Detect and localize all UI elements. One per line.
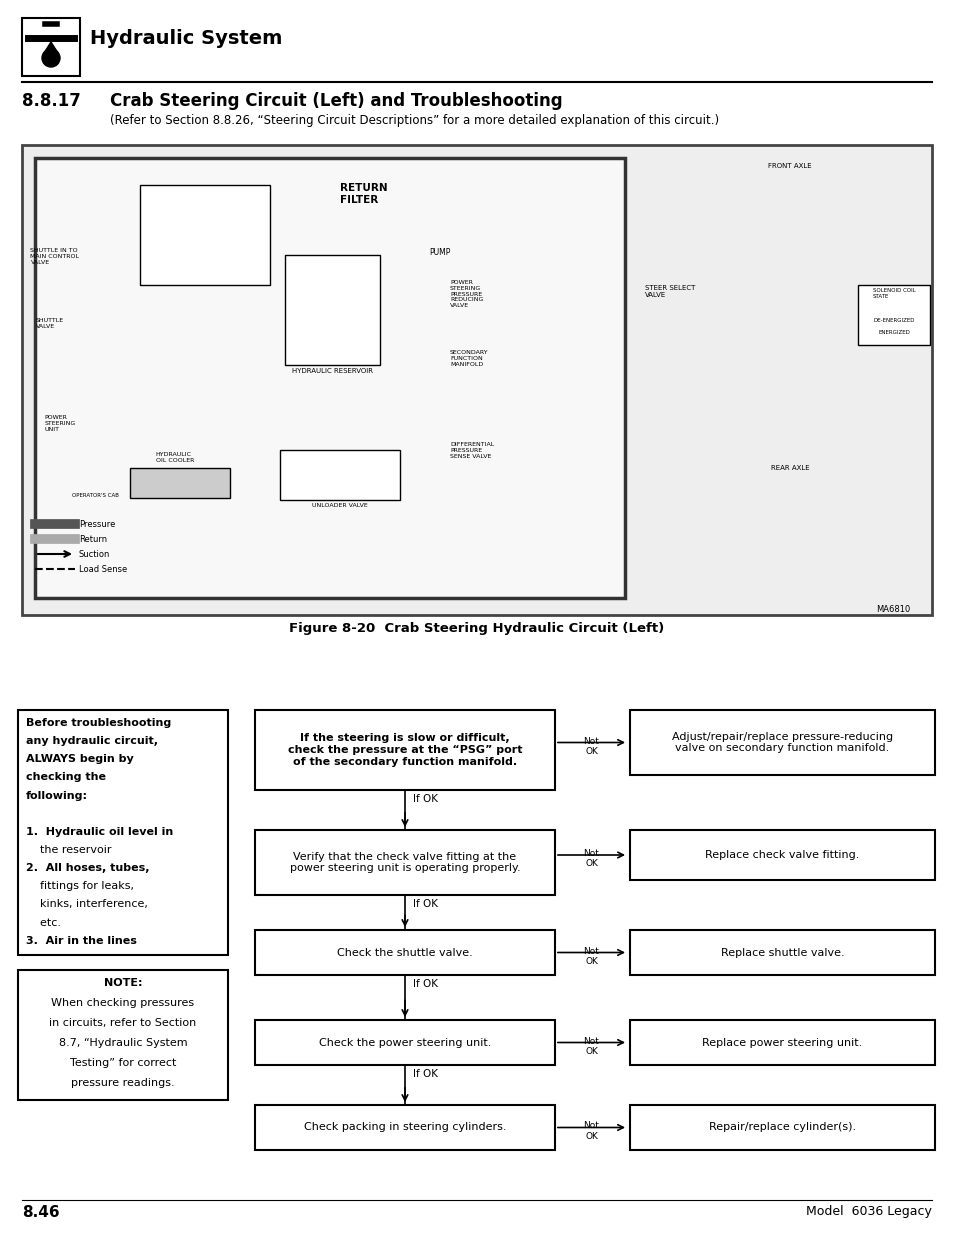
Text: Not
OK: Not OK bbox=[583, 946, 598, 966]
Text: etc.: etc. bbox=[26, 918, 61, 927]
Text: OPERATOR'S CAB: OPERATOR'S CAB bbox=[71, 493, 118, 498]
Text: If OK: If OK bbox=[413, 979, 437, 989]
Text: POWER
STEERING
PRESSURE
REDUCING
VALVE: POWER STEERING PRESSURE REDUCING VALVE bbox=[450, 280, 483, 309]
FancyBboxPatch shape bbox=[629, 930, 934, 974]
FancyBboxPatch shape bbox=[254, 1105, 555, 1150]
Text: If OK: If OK bbox=[413, 794, 437, 804]
FancyBboxPatch shape bbox=[629, 710, 934, 776]
Text: Verify that the check valve fitting at the
power steering unit is operating prop: Verify that the check valve fitting at t… bbox=[290, 852, 519, 873]
Text: If OK: If OK bbox=[413, 899, 437, 909]
FancyBboxPatch shape bbox=[857, 285, 929, 345]
Polygon shape bbox=[44, 42, 58, 53]
Text: 1.  Hydraulic oil level in: 1. Hydraulic oil level in bbox=[26, 827, 173, 837]
Text: Pressure: Pressure bbox=[79, 520, 115, 529]
FancyBboxPatch shape bbox=[254, 1020, 555, 1065]
Text: Crab Steering Circuit (Left) and Troubleshooting: Crab Steering Circuit (Left) and Trouble… bbox=[110, 91, 562, 110]
Text: DIFFERENTIAL
PRESSURE
SENSE VALVE: DIFFERENTIAL PRESSURE SENSE VALVE bbox=[450, 442, 494, 458]
FancyBboxPatch shape bbox=[629, 1105, 934, 1150]
Circle shape bbox=[42, 49, 60, 67]
Text: FRONT AXLE: FRONT AXLE bbox=[767, 163, 811, 169]
Text: SHUTTLE IN TO
MAIN CONTROL
VALVE: SHUTTLE IN TO MAIN CONTROL VALVE bbox=[30, 248, 79, 264]
Text: If the steering is slow or difficult,
check the pressure at the “PSG” port
of th: If the steering is slow or difficult, ch… bbox=[288, 734, 521, 767]
Text: MA6810: MA6810 bbox=[875, 605, 909, 614]
Text: If OK: If OK bbox=[413, 1070, 437, 1079]
Text: Not
OK: Not OK bbox=[583, 736, 598, 756]
Text: Check the shuttle valve.: Check the shuttle valve. bbox=[336, 947, 473, 957]
Text: 8.8.17: 8.8.17 bbox=[22, 91, 81, 110]
Text: PUMP: PUMP bbox=[429, 248, 450, 257]
Text: UNLOADER VALVE: UNLOADER VALVE bbox=[312, 503, 368, 508]
Text: 8.46: 8.46 bbox=[22, 1205, 59, 1220]
FancyBboxPatch shape bbox=[254, 710, 555, 790]
Text: REAR AXLE: REAR AXLE bbox=[770, 466, 808, 471]
FancyBboxPatch shape bbox=[140, 185, 270, 285]
Text: STEER SELECT
VALVE: STEER SELECT VALVE bbox=[644, 285, 695, 298]
Text: pressure readings.: pressure readings. bbox=[71, 1078, 174, 1088]
FancyBboxPatch shape bbox=[35, 158, 624, 598]
Text: Not
OK: Not OK bbox=[583, 1036, 598, 1056]
FancyBboxPatch shape bbox=[22, 19, 80, 77]
Text: ALWAYS begin by: ALWAYS begin by bbox=[26, 755, 133, 764]
Text: NOTE:: NOTE: bbox=[104, 978, 142, 988]
FancyBboxPatch shape bbox=[254, 930, 555, 974]
Text: kinks, interference,: kinks, interference, bbox=[26, 899, 148, 909]
FancyBboxPatch shape bbox=[280, 450, 399, 500]
FancyBboxPatch shape bbox=[254, 830, 555, 895]
Text: Return: Return bbox=[79, 535, 107, 543]
Text: (Refer to Section 8.8.26, “Steering Circuit Descriptions” for a more detailed ex: (Refer to Section 8.8.26, “Steering Circ… bbox=[110, 114, 719, 127]
Text: POWER
STEERING
UNIT: POWER STEERING UNIT bbox=[45, 415, 75, 431]
Text: Check the power steering unit.: Check the power steering unit. bbox=[318, 1037, 491, 1047]
Text: 8.7, “Hydraulic System: 8.7, “Hydraulic System bbox=[59, 1037, 187, 1049]
Text: Replace power steering unit.: Replace power steering unit. bbox=[701, 1037, 862, 1047]
Text: Adjust/repair/replace pressure-reducing
valve on secondary function manifold.: Adjust/repair/replace pressure-reducing … bbox=[671, 731, 892, 753]
Text: SECONDARY
FUNCTION
MANIFOLD: SECONDARY FUNCTION MANIFOLD bbox=[450, 350, 488, 367]
Text: Load Sense: Load Sense bbox=[79, 564, 127, 574]
Text: Hydraulic System: Hydraulic System bbox=[90, 28, 282, 47]
Text: Suction: Suction bbox=[79, 550, 111, 559]
Text: HYDRAULIC RESERVOIR: HYDRAULIC RESERVOIR bbox=[293, 368, 374, 374]
Text: the reservoir: the reservoir bbox=[26, 845, 112, 855]
Text: When checking pressures: When checking pressures bbox=[51, 998, 194, 1008]
Text: 2.  All hoses, tubes,: 2. All hoses, tubes, bbox=[26, 863, 150, 873]
Text: any hydraulic circuit,: any hydraulic circuit, bbox=[26, 736, 158, 746]
Text: RETURN
FILTER: RETURN FILTER bbox=[339, 183, 387, 205]
Text: HYDRAULIC
OIL COOLER: HYDRAULIC OIL COOLER bbox=[155, 452, 194, 463]
FancyBboxPatch shape bbox=[18, 969, 228, 1100]
Text: checking the: checking the bbox=[26, 772, 106, 783]
FancyBboxPatch shape bbox=[22, 144, 931, 615]
Text: Replace check valve fitting.: Replace check valve fitting. bbox=[704, 850, 859, 860]
Text: Check packing in steering cylinders.: Check packing in steering cylinders. bbox=[303, 1123, 506, 1132]
Text: Not
OK: Not OK bbox=[583, 1121, 598, 1141]
Text: Figure 8-20  Crab Steering Hydraulic Circuit (Left): Figure 8-20 Crab Steering Hydraulic Circ… bbox=[289, 622, 664, 635]
FancyBboxPatch shape bbox=[18, 710, 228, 955]
FancyBboxPatch shape bbox=[629, 830, 934, 881]
Text: Model  6036 Legacy: Model 6036 Legacy bbox=[805, 1205, 931, 1218]
FancyBboxPatch shape bbox=[130, 468, 230, 498]
Text: DE-ENERGIZED: DE-ENERGIZED bbox=[872, 317, 914, 324]
Text: Not
OK: Not OK bbox=[583, 848, 598, 868]
Text: Replace shuttle valve.: Replace shuttle valve. bbox=[720, 947, 843, 957]
Text: ENERGIZED: ENERGIZED bbox=[877, 330, 909, 335]
FancyBboxPatch shape bbox=[285, 254, 379, 366]
Text: SHUTTLE
VALVE: SHUTTLE VALVE bbox=[36, 317, 64, 329]
Text: Before troubleshooting: Before troubleshooting bbox=[26, 718, 172, 727]
Text: in circuits, refer to Section: in circuits, refer to Section bbox=[50, 1018, 196, 1028]
FancyBboxPatch shape bbox=[629, 1020, 934, 1065]
Text: fittings for leaks,: fittings for leaks, bbox=[26, 882, 133, 892]
Text: Testing” for correct: Testing” for correct bbox=[70, 1058, 176, 1068]
Text: SOLENOID COIL
STATE: SOLENOID COIL STATE bbox=[872, 288, 915, 299]
Text: 3.  Air in the lines: 3. Air in the lines bbox=[26, 936, 136, 946]
Text: Repair/replace cylinder(s).: Repair/replace cylinder(s). bbox=[708, 1123, 855, 1132]
Text: following:: following: bbox=[26, 790, 88, 800]
